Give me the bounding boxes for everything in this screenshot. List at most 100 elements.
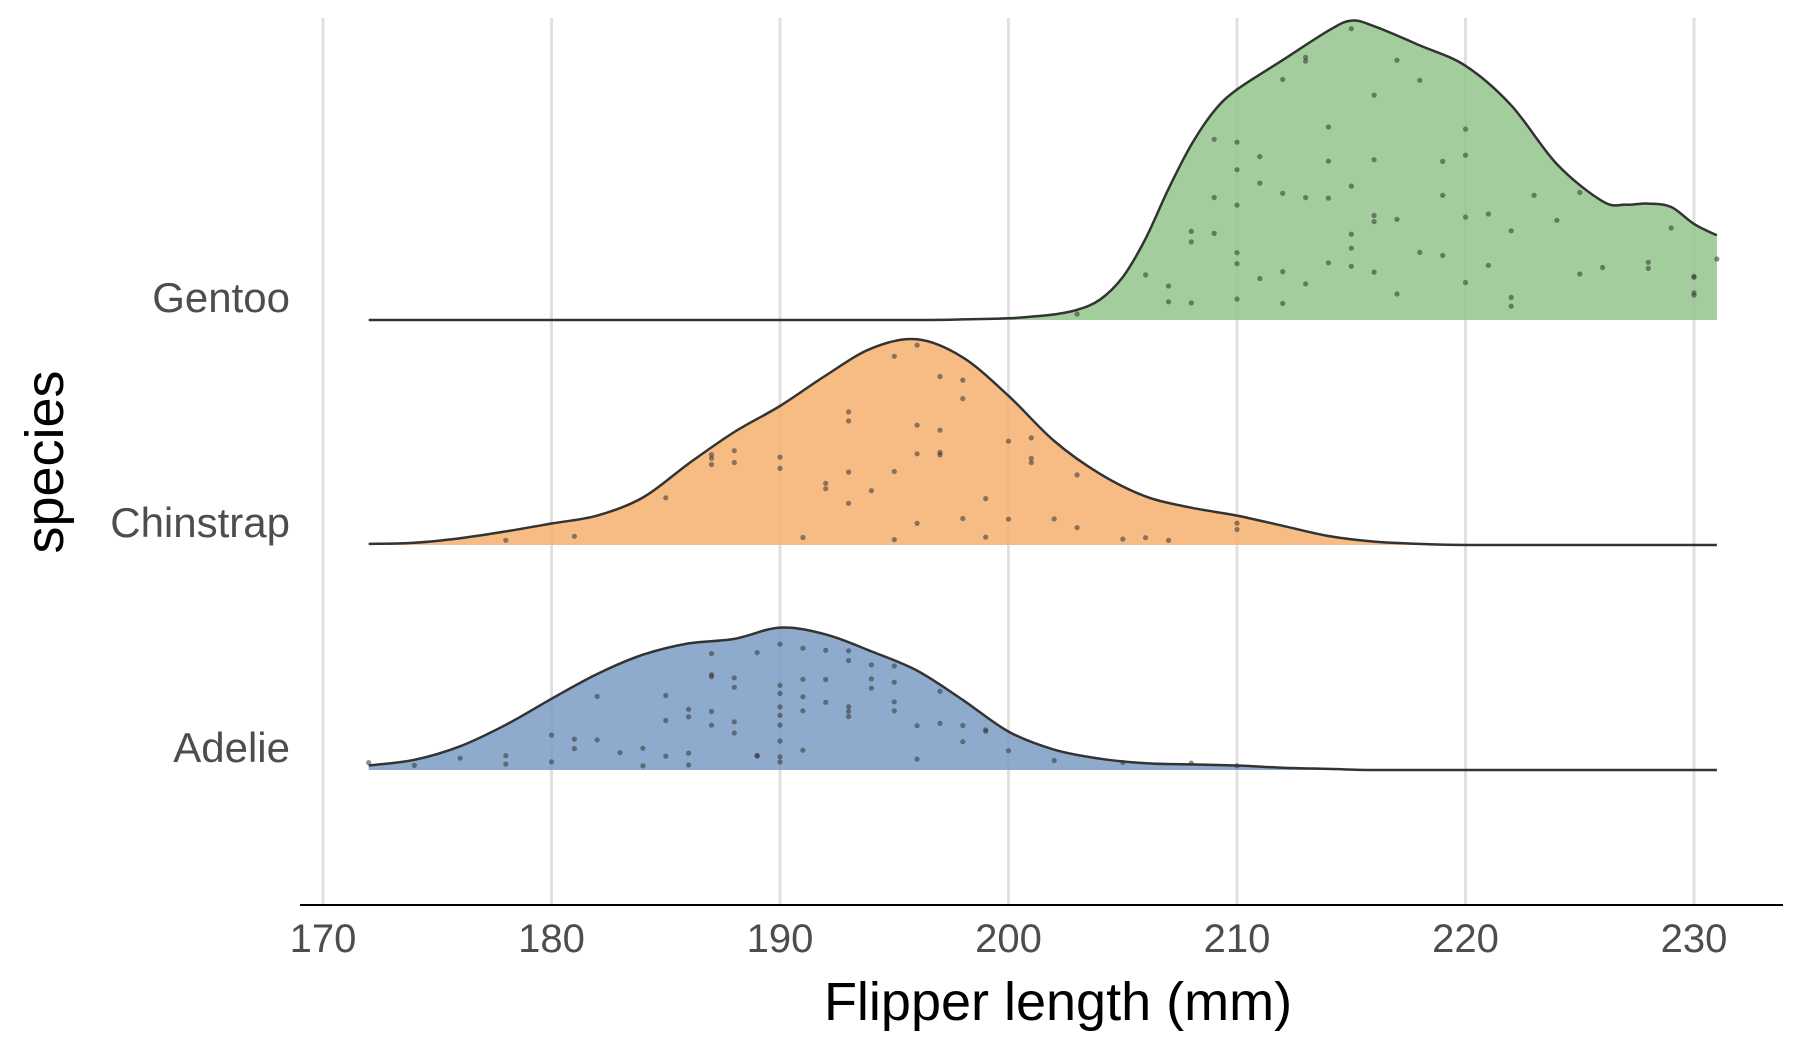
point-chinstrap-27 [937, 427, 943, 433]
point-gentoo-10 [1234, 250, 1240, 256]
point-gentoo-51 [1462, 152, 1469, 158]
point-gentoo-15 [1234, 261, 1240, 267]
point-gentoo-61 [1577, 271, 1583, 277]
point-adelie-61 [891, 679, 897, 685]
ridge-fill-chinstrap [368, 339, 1717, 546]
point-gentoo-41 [1394, 216, 1400, 222]
point-chinstrap-26 [937, 373, 943, 380]
point-chinstrap-34 [1005, 516, 1012, 522]
point-gentoo-21 [1280, 300, 1286, 306]
point-gentoo-62 [1600, 264, 1606, 271]
point-adelie-39 [777, 712, 783, 718]
point-adelie-29 [731, 719, 737, 725]
point-chinstrap-44 [1165, 537, 1172, 543]
point-adelie-31 [754, 650, 760, 656]
point-adelie-20 [686, 762, 692, 768]
point-chinstrap-0 [503, 537, 509, 543]
point-adelie-42 [800, 694, 806, 700]
x-tick-label-220: 220 [1432, 917, 1499, 961]
point-gentoo-11 [1234, 139, 1240, 145]
point-adelie-57 [868, 662, 875, 668]
point-adelie-5 [548, 732, 555, 738]
point-gentoo-54 [1485, 211, 1491, 217]
point-gentoo-55 [1508, 294, 1514, 300]
point-gentoo-43 [1394, 57, 1400, 63]
point-chinstrap-1 [571, 533, 578, 539]
point-chinstrap-36 [1028, 455, 1034, 461]
point-adelie-32 [754, 752, 760, 758]
point-chinstrap-23 [914, 520, 920, 526]
point-adelie-19 [686, 714, 692, 720]
point-adelie-15 [663, 753, 669, 759]
point-adelie-10 [594, 693, 600, 700]
point-adelie-12 [640, 745, 646, 751]
point-gentoo-16 [1257, 154, 1263, 160]
point-adelie-49 [823, 676, 829, 683]
point-adelie-67 [960, 739, 966, 745]
point-adelie-7 [571, 736, 578, 742]
point-gentoo-52 [1462, 279, 1469, 286]
point-adelie-70 [1005, 748, 1012, 754]
point-adelie-36 [777, 759, 783, 765]
point-chinstrap-28 [937, 449, 943, 456]
point-gentoo-60 [1577, 189, 1583, 196]
point-gentoo-17 [1257, 275, 1263, 282]
point-gentoo-27 [1325, 260, 1331, 266]
point-gentoo-23 [1303, 54, 1309, 61]
point-chinstrap-29 [960, 515, 966, 522]
point-adelie-0 [366, 760, 372, 766]
point-chinstrap-43 [1143, 535, 1149, 541]
point-chinstrap-20 [891, 468, 897, 475]
point-chinstrap-45 [1234, 526, 1240, 533]
point-gentoo-28 [1325, 195, 1331, 201]
x-tick-label-190: 190 [747, 917, 814, 961]
point-adelie-4 [503, 753, 509, 759]
point-chinstrap-16 [846, 409, 852, 415]
point-chinstrap-24 [914, 342, 920, 348]
point-chinstrap-31 [960, 377, 966, 383]
point-chinstrap-18 [891, 353, 897, 359]
ridge-gentoo [368, 19, 1720, 322]
point-chinstrap-33 [983, 534, 989, 540]
point-adelie-27 [731, 684, 737, 690]
point-gentoo-12 [1234, 167, 1240, 173]
point-gentoo-33 [1348, 26, 1354, 32]
point-adelie-45 [800, 645, 806, 651]
point-gentoo-48 [1440, 158, 1446, 164]
point-gentoo-47 [1440, 252, 1446, 259]
point-gentoo-4 [1188, 239, 1194, 245]
point-adelie-56 [868, 676, 875, 682]
point-gentoo-7 [1211, 136, 1217, 142]
point-chinstrap-14 [846, 469, 852, 475]
x-tick-label-170: 170 [290, 917, 357, 961]
point-gentoo-29 [1325, 158, 1331, 164]
point-chinstrap-4 [708, 452, 715, 458]
point-gentoo-0 [1074, 311, 1080, 317]
point-adelie-60 [891, 699, 897, 705]
point-adelie-17 [686, 750, 692, 756]
y-category-labels: Gentoo Chinstrap Adelie [110, 274, 290, 771]
point-gentoo-40 [1371, 212, 1377, 219]
point-gentoo-64 [1645, 265, 1651, 271]
point-gentoo-9 [1211, 230, 1217, 236]
point-adelie-71 [1051, 757, 1057, 764]
point-chinstrap-37 [1028, 460, 1034, 466]
point-chinstrap-17 [868, 488, 875, 494]
ridge-chinstrap [368, 337, 1717, 547]
point-adelie-59 [891, 663, 897, 669]
point-adelie-64 [937, 688, 943, 694]
point-adelie-3 [503, 761, 509, 767]
density-ridges [366, 19, 1720, 772]
point-chinstrap-42 [1120, 536, 1126, 542]
point-chinstrap-40 [1074, 472, 1080, 478]
point-gentoo-56 [1508, 303, 1514, 309]
point-adelie-43 [800, 708, 806, 714]
point-gentoo-25 [1303, 195, 1309, 201]
point-gentoo-58 [1531, 192, 1537, 198]
point-adelie-1 [411, 762, 417, 769]
point-adelie-8 [571, 746, 578, 752]
point-adelie-44 [800, 747, 806, 753]
point-chinstrap-38 [1028, 435, 1034, 441]
point-gentoo-42 [1394, 291, 1400, 297]
